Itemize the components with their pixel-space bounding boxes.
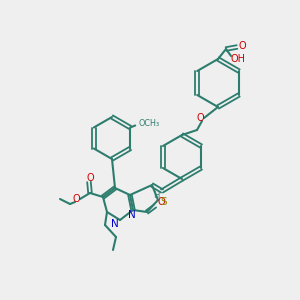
Text: O: O [86,173,94,183]
Text: N: N [111,219,119,229]
Text: H: H [153,190,159,200]
Text: OCH₃: OCH₃ [139,119,160,128]
Text: O: O [157,197,165,207]
Text: OH: OH [230,54,245,64]
Text: O: O [238,41,246,51]
Text: N: N [128,210,136,220]
Text: O: O [196,113,204,123]
Text: S: S [161,197,167,207]
Text: O: O [72,194,80,204]
